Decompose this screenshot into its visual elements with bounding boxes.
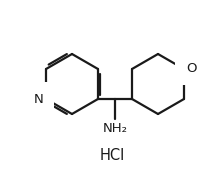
Text: NH₂: NH₂	[103, 122, 127, 135]
Text: O: O	[186, 62, 196, 74]
Text: N: N	[33, 93, 43, 105]
Text: HCl: HCl	[99, 148, 125, 163]
